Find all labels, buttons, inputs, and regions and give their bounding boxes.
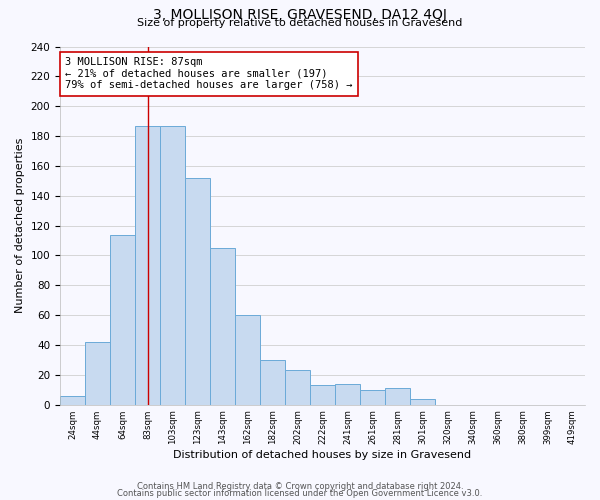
Bar <box>385 388 410 404</box>
Text: 3 MOLLISON RISE: 87sqm
← 21% of detached houses are smaller (197)
79% of semi-de: 3 MOLLISON RISE: 87sqm ← 21% of detached… <box>65 57 353 90</box>
Bar <box>135 126 160 404</box>
Bar <box>185 178 210 404</box>
X-axis label: Distribution of detached houses by size in Gravesend: Distribution of detached houses by size … <box>173 450 472 460</box>
Bar <box>310 386 335 404</box>
Text: 3, MOLLISON RISE, GRAVESEND, DA12 4QJ: 3, MOLLISON RISE, GRAVESEND, DA12 4QJ <box>153 8 447 22</box>
Bar <box>360 390 385 404</box>
Text: Contains public sector information licensed under the Open Government Licence v3: Contains public sector information licen… <box>118 489 482 498</box>
Bar <box>210 248 235 404</box>
Bar <box>335 384 360 404</box>
Text: Size of property relative to detached houses in Gravesend: Size of property relative to detached ho… <box>137 18 463 28</box>
Bar <box>160 126 185 404</box>
Text: Contains HM Land Registry data © Crown copyright and database right 2024.: Contains HM Land Registry data © Crown c… <box>137 482 463 491</box>
Bar <box>235 315 260 404</box>
Y-axis label: Number of detached properties: Number of detached properties <box>15 138 25 314</box>
Bar <box>285 370 310 404</box>
Bar <box>85 342 110 404</box>
Bar <box>110 234 135 404</box>
Bar <box>260 360 285 405</box>
Bar <box>410 398 435 404</box>
Bar <box>60 396 85 404</box>
